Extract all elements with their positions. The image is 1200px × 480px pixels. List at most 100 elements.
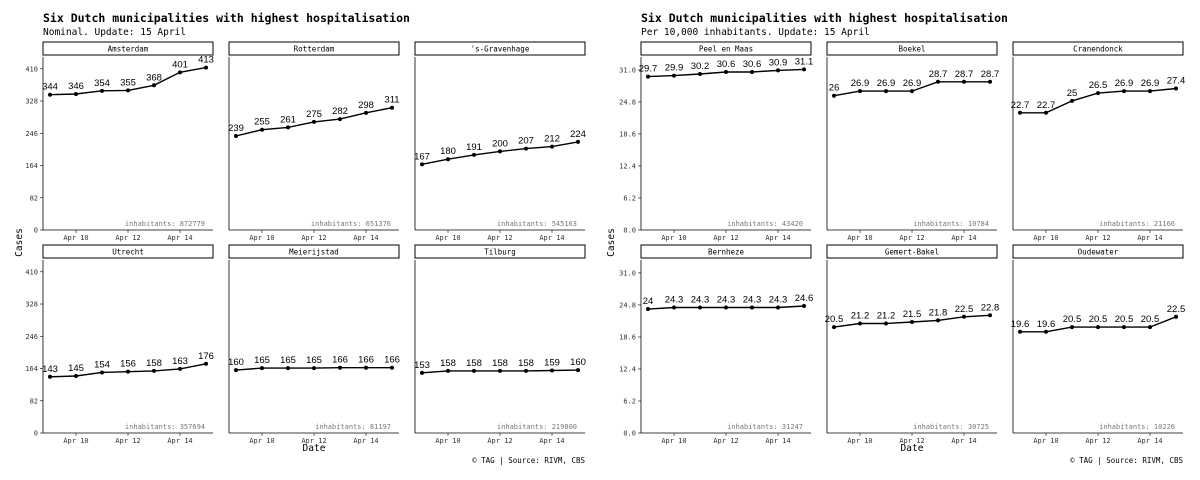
data-label: 26.9 [1115, 78, 1134, 89]
data-label: 22.5 [1167, 304, 1186, 315]
inhabitants-annotation: inhabitants: 872779 [125, 220, 205, 228]
data-label: 160 [570, 357, 586, 368]
x-axis-title: Date [901, 443, 924, 454]
data-point [1070, 325, 1074, 330]
y-tick-label: 328 [25, 98, 38, 106]
x-tick-label: Apr 14 [539, 437, 564, 445]
y-tick-label: 24.8 [619, 98, 636, 106]
data-point [1044, 110, 1048, 115]
facet-strip-label: Meierijstad [289, 248, 339, 257]
data-point [1148, 89, 1152, 94]
chart-subtitle: Nominal. Update: 15 April [43, 27, 186, 38]
data-label: 20.5 [825, 314, 844, 325]
data-label: 275 [306, 109, 322, 120]
data-label: 26.9 [1141, 78, 1160, 89]
y-tick-label: 0 [34, 227, 38, 235]
facet-strip-label: 's-Gravenhage [471, 45, 530, 54]
data-label: 159 [544, 357, 560, 368]
data-label: 158 [492, 358, 508, 369]
y-tick-label: 31.0 [619, 66, 636, 74]
data-label: 24.6 [795, 293, 814, 304]
data-point [1044, 329, 1048, 334]
x-tick-label: Apr 14 [1137, 437, 1162, 445]
data-label: 22.7 [1011, 100, 1030, 111]
data-point [338, 365, 342, 370]
data-label: 212 [544, 134, 560, 145]
facet-strip [640, 244, 812, 259]
data-label: 24.3 [717, 295, 736, 306]
facet-strip-label: Gemert-Bakel [885, 248, 939, 257]
data-point [1018, 329, 1022, 334]
chart-title: Six Dutch municipalities with highest ho… [43, 11, 410, 25]
data-point [472, 368, 476, 373]
caption: © TAG | Source: RIVM, CBS [1070, 456, 1183, 465]
data-label: 20.5 [1063, 314, 1082, 325]
data-label: 22.7 [1037, 100, 1056, 111]
x-tick-label: Apr 10 [435, 234, 460, 242]
data-point [672, 305, 676, 310]
data-label: 21.2 [877, 311, 896, 322]
data-label: 21.2 [851, 311, 870, 322]
data-point [204, 65, 208, 70]
data-point [988, 313, 992, 318]
data-point [100, 370, 104, 375]
inhabitants-annotation: inhabitants: 545163 [497, 220, 577, 228]
data-point [312, 366, 316, 371]
inhabitants-annotation: inhabitants: 43420 [727, 220, 803, 228]
data-label: 26.9 [877, 78, 896, 89]
x-tick-label: Apr 12 [713, 234, 738, 242]
x-tick-label: Apr 12 [487, 437, 512, 445]
data-label: 26 [829, 83, 840, 94]
data-label: 224 [570, 129, 586, 140]
x-tick-label: Apr 14 [951, 234, 976, 242]
data-label: 413 [198, 55, 214, 66]
data-point [204, 361, 208, 366]
x-tick-label: Apr 12 [1085, 234, 1110, 242]
facet-strip-label: Cranendonck [1073, 45, 1123, 54]
data-point [910, 319, 914, 324]
data-label: 156 [120, 359, 136, 370]
facet-strip-label: Utrecht [112, 248, 144, 257]
data-label: 30.2 [691, 61, 710, 72]
data-point [420, 370, 424, 375]
data-point [698, 72, 702, 77]
data-label: 24.3 [743, 295, 762, 306]
data-point [1174, 86, 1178, 91]
data-label: 191 [466, 142, 482, 153]
data-label: 25 [1067, 88, 1078, 99]
data-label: 24.3 [691, 295, 710, 306]
data-point [152, 83, 156, 88]
data-point [48, 92, 52, 97]
data-label: 31.1 [795, 56, 814, 67]
data-point [646, 307, 650, 312]
facet-strip [1012, 244, 1184, 259]
data-label: 145 [68, 363, 84, 374]
inhabitants-annotation: inhabitants: 81197 [315, 423, 391, 431]
data-point [550, 144, 554, 149]
data-point [910, 89, 914, 94]
data-point [832, 93, 836, 98]
data-label: 354 [94, 78, 110, 89]
facet-strip-label: Boekel [898, 45, 925, 54]
y-tick-label: 6.2 [623, 194, 636, 202]
data-label: 28.7 [981, 69, 1000, 80]
x-tick-label: Apr 10 [847, 234, 872, 242]
facet-strip [640, 41, 812, 56]
data-label: 26.9 [903, 78, 922, 89]
data-point [446, 368, 450, 373]
y-tick-label: 410 [25, 65, 38, 73]
data-point [234, 134, 238, 139]
inhabitants-annotation: inhabitants: 10226 [1099, 423, 1175, 431]
data-point [832, 325, 836, 330]
facet-strip [42, 244, 214, 259]
data-label: 368 [146, 72, 162, 83]
data-point [576, 368, 580, 373]
data-point [962, 79, 966, 84]
data-label: 176 [198, 351, 214, 362]
facet-strip-label: Tilburg [484, 248, 516, 257]
data-point [48, 374, 52, 379]
data-point [100, 88, 104, 93]
x-tick-label: Apr 14 [539, 234, 564, 242]
data-label: 28.7 [929, 69, 948, 80]
